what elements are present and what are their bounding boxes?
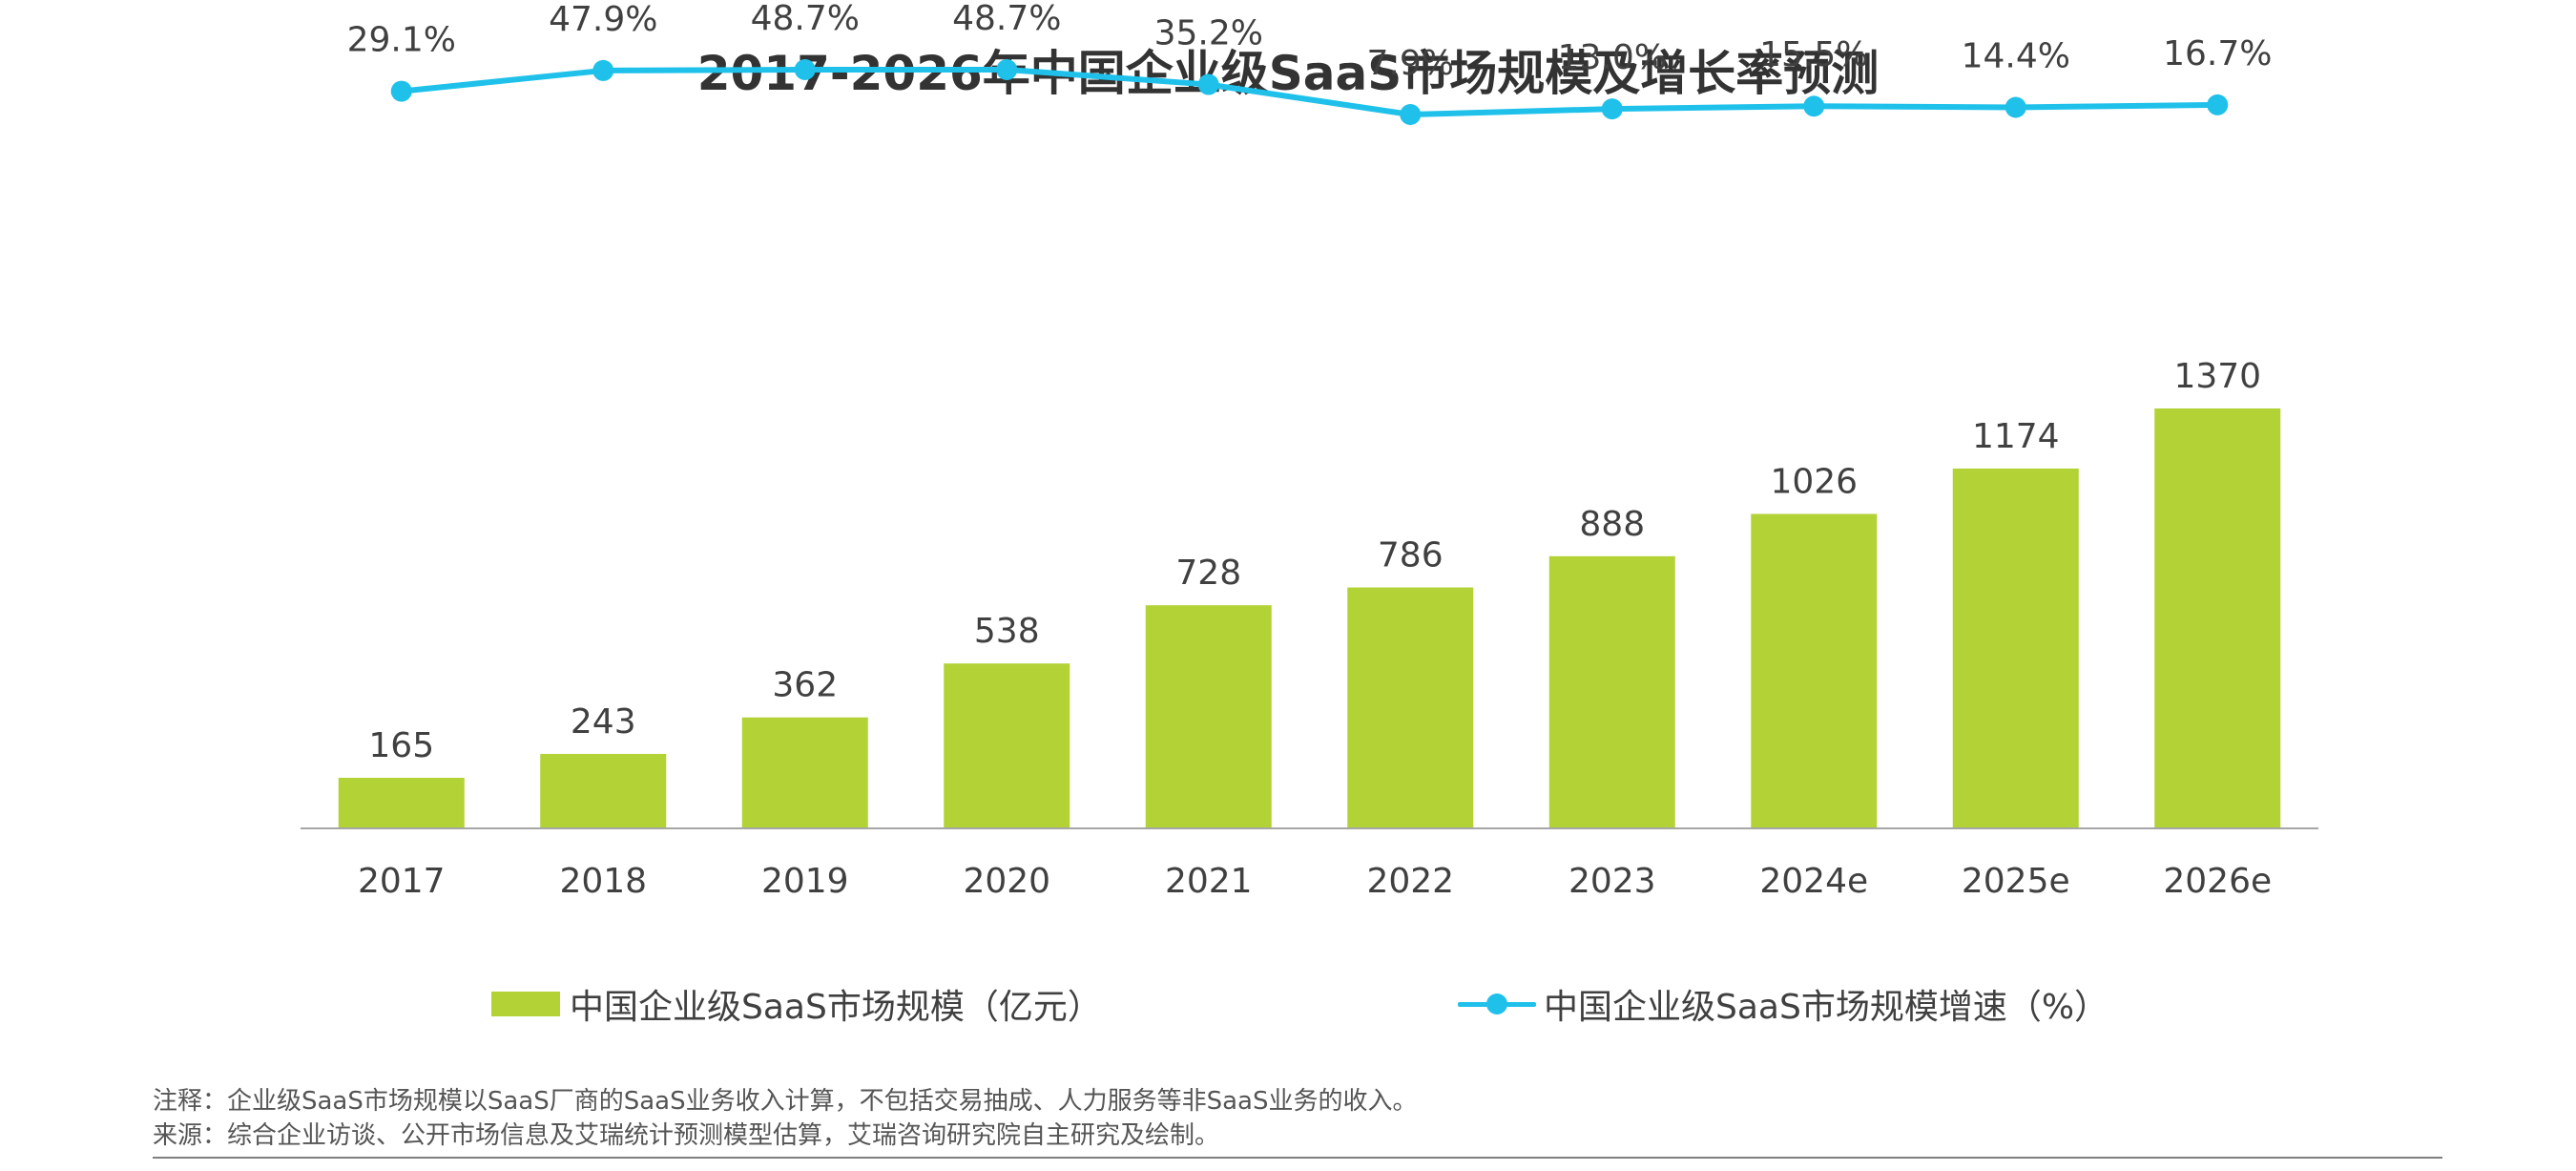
line-value-label: 15.5% — [1759, 35, 1868, 74]
line-value-labels: 29.1% 47.9% 48.7% 48.7% 35.2% 7.9% 13.0% 15.5% 1… — [347, 0, 2273, 83]
bar-value-labels: 165 243 362 538 728 786 888 1026 1174 1370 — [368, 357, 2261, 765]
bar-value-label: 786 — [1378, 536, 1444, 575]
line-point — [1601, 98, 1623, 120]
line-value-label: 14.4% — [1962, 37, 2070, 76]
bar-value-label: 888 — [1579, 505, 1645, 544]
bar-value-label: 728 — [1175, 554, 1241, 593]
line-point — [2207, 94, 2229, 115]
line-point — [1197, 73, 1219, 95]
line-point — [390, 80, 412, 102]
note-text: 注释：企业级SaaS市场规模以SaaS厂商的SaaS业务收入计算，不包括交易抽成… — [153, 1087, 1418, 1116]
x-tick-label: 2020 — [963, 862, 1050, 901]
growth-line — [398, 67, 2221, 117]
line-value-label: 48.7% — [751, 0, 860, 38]
bar — [2154, 408, 2281, 828]
line-value-label: 35.2% — [1154, 14, 1263, 53]
line-point — [592, 59, 614, 81]
bar-value-label: 165 — [368, 726, 434, 765]
legend-line-swatch — [1458, 992, 1536, 1016]
bar-value-label: 1026 — [1770, 462, 1858, 501]
bar — [1145, 605, 1272, 828]
line-value-label: 29.1% — [347, 21, 456, 60]
x-tick-label: 2019 — [761, 862, 849, 901]
bar-value-label: 362 — [772, 666, 838, 705]
line-value-label: 7.9% — [1367, 44, 1454, 83]
bar — [1751, 513, 1878, 828]
line-series — [390, 59, 2229, 125]
bar — [1548, 555, 1675, 828]
legend-bar-swatch — [491, 992, 560, 1016]
x-tick-label: 2017 — [358, 862, 446, 901]
bar — [338, 778, 465, 828]
x-tick-label: 2023 — [1568, 862, 1656, 901]
line-value-label: 13.0% — [1558, 38, 1667, 77]
line-point — [2005, 96, 2026, 118]
x-tick-label: 2021 — [1165, 862, 1253, 901]
x-axis-tick-labels: 2017 2018 2019 2020 2021 2022 2023 2024e 2025e 20… — [358, 862, 2272, 901]
x-tick-label: 2018 — [559, 862, 647, 901]
line-value-label: 47.9% — [549, 0, 657, 39]
footnotes: 注释：企业级SaaS市场规模以SaaS厂商的SaaS业务收入计算，不包括交易抽成… — [153, 1084, 1418, 1153]
footer-divider — [153, 1157, 2442, 1159]
x-tick-label: 2025e — [1962, 862, 2070, 901]
source-text: 来源：综合企业访谈、公开市场信息及艾瑞统计预测模型估算，艾瑞咨询研究院自主研究及… — [153, 1121, 1220, 1150]
bar — [741, 717, 868, 828]
legend-item-bar-series: 中国企业级SaaS市场规模（亿元） — [491, 983, 1102, 1027]
line-value-label: 16.7% — [2163, 34, 2272, 73]
bar — [944, 663, 1070, 828]
line-point — [1400, 103, 1422, 125]
bar-value-label: 1174 — [1972, 417, 2060, 456]
bar — [1347, 587, 1474, 828]
legend-line-label: 中国企业级SaaS市场规模增速（%） — [1544, 988, 2109, 1027]
bar-series — [338, 408, 2281, 828]
x-tick-label: 2022 — [1366, 862, 1454, 901]
bar — [1952, 468, 2079, 828]
line-point — [996, 59, 1018, 81]
bar-value-label: 1370 — [2173, 357, 2261, 396]
x-tick-label: 2026e — [2163, 862, 2272, 901]
chart-title: 2017-2026年中国企业级SaaS市场规模及增长率预测 — [697, 46, 1880, 101]
bar-value-label: 243 — [571, 702, 636, 742]
legend-item-line-series: 中国企业级SaaS市场规模增速（%） — [1458, 983, 2109, 1027]
bar — [540, 753, 667, 828]
bar-value-label: 538 — [974, 612, 1040, 651]
x-tick-label: 2024e — [1759, 862, 1868, 901]
legend-bar-label: 中国企业级SaaS市场规模（亿元） — [570, 988, 1102, 1027]
line-point — [1803, 95, 1825, 117]
line-point — [794, 59, 816, 81]
line-value-label: 48.7% — [952, 0, 1061, 38]
